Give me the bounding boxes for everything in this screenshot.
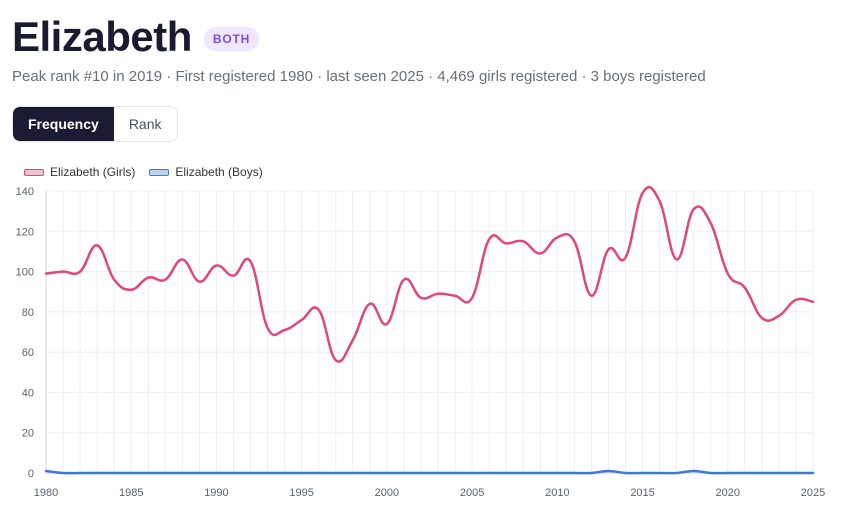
x-tick-label: 2005 <box>460 487 484 499</box>
y-tick-label: 60 <box>22 347 34 359</box>
series-line-girls <box>46 187 813 361</box>
y-tick-label: 140 <box>16 186 34 198</box>
legend-label-boys: Elizabeth (Boys) <box>175 165 262 179</box>
frequency-tab[interactable]: Frequency <box>13 107 114 141</box>
y-tick-label: 0 <box>28 468 34 480</box>
chart-legend: Elizabeth (Girls) Elizabeth (Boys) <box>24 165 277 179</box>
x-tick-label: 2000 <box>375 487 399 499</box>
x-tick-label: 2010 <box>545 487 569 499</box>
x-tick-label: 1995 <box>289 487 313 499</box>
rank-tab[interactable]: Rank <box>114 107 177 141</box>
y-tick-label: 120 <box>16 226 34 238</box>
x-tick-label: 2020 <box>716 487 740 499</box>
y-tick-label: 20 <box>22 428 34 440</box>
legend-swatch-boys <box>149 169 169 176</box>
y-tick-label: 80 <box>22 307 34 319</box>
y-tick-label: 40 <box>22 387 34 399</box>
x-tick-label: 1985 <box>119 487 143 499</box>
x-tick-label: 2015 <box>630 487 654 499</box>
legend-item-girls[interactable]: Elizabeth (Girls) <box>24 165 135 179</box>
page-title: Elizabeth <box>12 10 192 64</box>
x-tick-label: 2025 <box>801 487 825 499</box>
x-tick-label: 1980 <box>34 487 58 499</box>
y-tick-label: 100 <box>16 267 34 279</box>
frequency-line-chart: 0 20 40 60 80 100 120 140 1980 1985 1990 1995 2000 20… <box>0 180 847 528</box>
gender-badge: BOTH <box>204 27 259 51</box>
title-row: Elizabeth BOTH <box>12 10 259 64</box>
legend-label-girls: Elizabeth (Girls) <box>50 165 135 179</box>
view-toggle: Frequency Rank <box>12 106 178 142</box>
legend-item-boys[interactable]: Elizabeth (Boys) <box>149 165 262 179</box>
x-tick-label: 1990 <box>204 487 228 499</box>
name-stats-subtitle: Peak rank #10 in 2019 · First registered… <box>12 68 706 85</box>
legend-swatch-girls <box>24 169 44 176</box>
